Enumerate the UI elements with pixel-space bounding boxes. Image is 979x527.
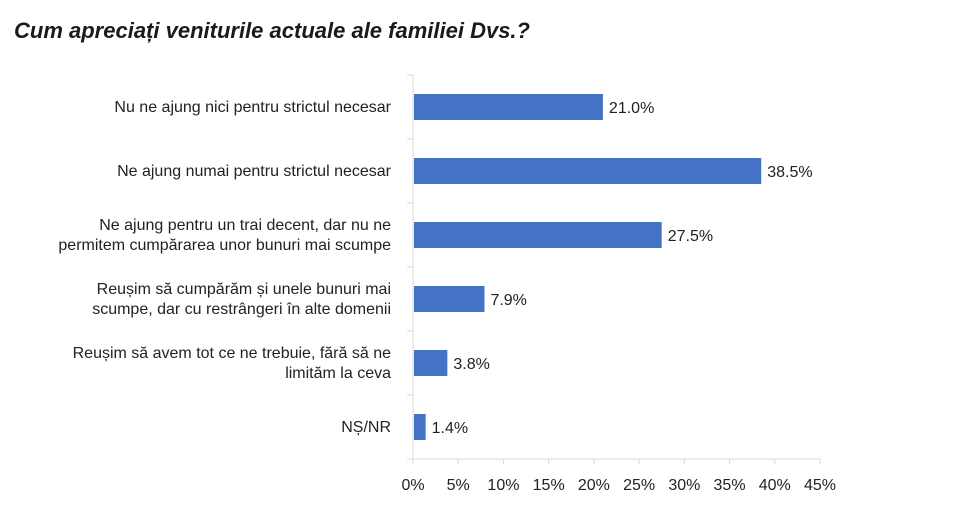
- bar-value-label: 7.9%: [490, 292, 526, 309]
- bars-layer: [414, 94, 762, 440]
- axis-layer: [407, 74, 821, 464]
- x-tick-label: 15%: [533, 477, 565, 494]
- category-label: Ne ajung pentru un trai decent, dar nu n…: [99, 217, 391, 234]
- category-label: NȘ/NR: [341, 419, 391, 436]
- bar: [414, 350, 448, 376]
- x-tick-label: 40%: [759, 477, 791, 494]
- category-label: Ne ajung numai pentru strictul necesar: [117, 163, 392, 180]
- category-label: scumpe, dar cu restrângeri în alte domen…: [92, 301, 391, 318]
- x-tick-label: 25%: [623, 477, 655, 494]
- labels-layer: 0% 5% 10% 15% 20% 25% 30% 35% 40% 45% 21.0% Nu ne a…: [58, 99, 836, 494]
- category-label: permitem cumpărarea unor bunuri mai scum…: [58, 237, 391, 254]
- category-label: Reușim să avem tot ce ne trebuie, fără s…: [73, 345, 391, 362]
- x-tick-label: 5%: [447, 477, 470, 494]
- bar-value-label: 38.5%: [767, 164, 812, 181]
- x-tick-label: 30%: [668, 477, 700, 494]
- x-tick-label: 20%: [578, 477, 610, 494]
- category-label: limităm la ceva: [285, 365, 391, 382]
- bar: [414, 158, 762, 184]
- x-tick-label: 10%: [487, 477, 519, 494]
- bar-value-label: 21.0%: [609, 100, 654, 117]
- bar: [414, 222, 662, 248]
- bar-value-label: 27.5%: [668, 228, 713, 245]
- bar-value-label: 1.4%: [432, 420, 468, 437]
- category-label: Nu ne ajung nici pentru strictul necesar: [114, 99, 391, 116]
- x-tick-label: 0%: [401, 477, 424, 494]
- bar-value-label: 3.8%: [453, 356, 489, 373]
- chart-title: Cum apreciați veniturile actuale ale fam…: [14, 18, 530, 43]
- bar: [414, 414, 426, 440]
- x-tick-label: 35%: [714, 477, 746, 494]
- category-label: Reușim să cumpărăm și unele bunuri mai: [97, 281, 391, 298]
- bar: [414, 94, 603, 120]
- x-tick-label: 45%: [804, 477, 836, 494]
- bar: [414, 286, 485, 312]
